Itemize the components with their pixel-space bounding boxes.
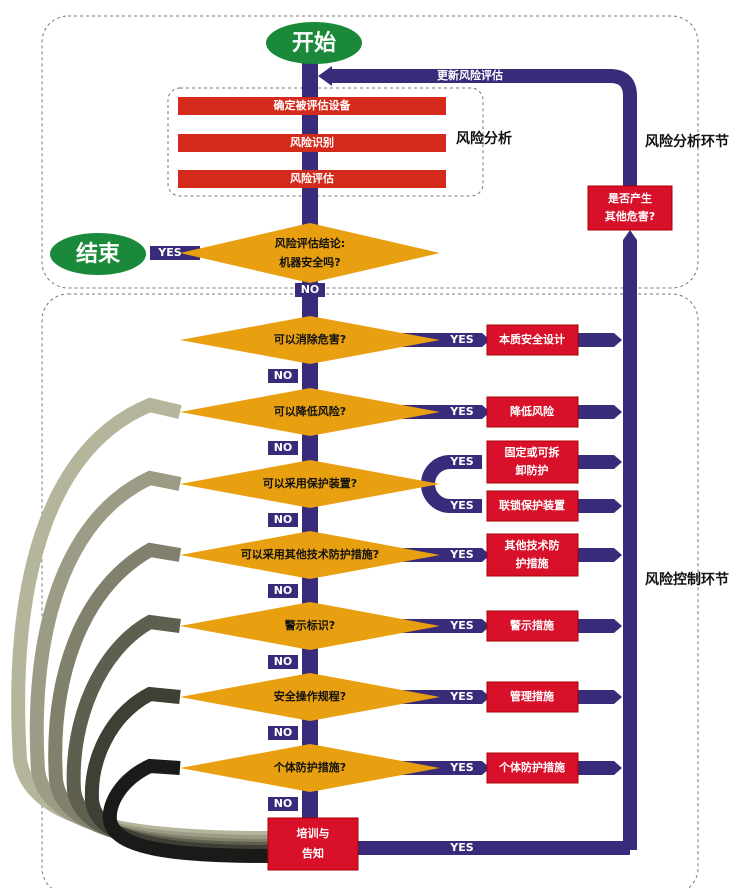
action-box: 联锁保护装置: [486, 490, 622, 522]
decision-label: 可以消除危害?: [274, 332, 346, 346]
svg-text:机器安全吗?: 机器安全吗?: [279, 255, 340, 269]
other-hazard-box: [587, 185, 673, 231]
action-box: 个体防护措施: [486, 752, 622, 784]
start-label: 开始: [292, 30, 336, 56]
end-terminal: [50, 233, 146, 275]
svg-text:管理措施: 管理措施: [510, 689, 554, 703]
decision-diamond: [180, 602, 440, 650]
yes-label: YES: [449, 405, 473, 418]
decision-row: YES 警示标识? NO: [180, 602, 490, 669]
decision-diamond: [180, 673, 440, 721]
training-return-line: [358, 841, 630, 855]
svg-text:确定被评估设备: 确定被评估设备: [274, 98, 352, 112]
action-box: 警示措施: [486, 610, 622, 642]
yes-label: YES: [449, 333, 473, 346]
step-box: [178, 134, 446, 152]
svg-text:护措施: 护措施: [516, 556, 549, 570]
decision-row: YES 个体防护措施? NO: [180, 744, 490, 811]
control-section-frame: [41, 293, 699, 888]
yes-label: YES: [449, 499, 473, 512]
svg-text:个体防护措施: 个体防护措施: [498, 760, 565, 774]
decision-row: YES 可以采用其他技术防护措施? NO: [180, 531, 490, 598]
decision-label: 可以采用保护装置?: [263, 476, 357, 490]
no-label: NO: [274, 655, 293, 668]
no-label: NO: [274, 584, 293, 597]
decision-label: 警示标识?: [284, 618, 335, 632]
action-box: 管理措施: [486, 681, 622, 713]
action-box: 其他技术防护措施: [486, 533, 622, 577]
svg-text:卸防护: 卸防护: [516, 463, 549, 477]
action-box: 降低风险: [486, 396, 622, 428]
no-label: NO: [274, 369, 293, 382]
yes-label: YES: [449, 619, 473, 632]
decision-diamond: [180, 744, 440, 792]
yes-label: YES: [449, 841, 473, 854]
no-label: NO: [274, 797, 293, 810]
decision-diamond: [180, 316, 440, 364]
decision-row: YES YES 可以采用保护装置? NO: [180, 455, 482, 527]
no-label: NO: [274, 726, 293, 739]
decision-label: 可以降低风险?: [274, 404, 346, 418]
analysis-group-frame: [167, 87, 484, 197]
svg-text:降低风险: 降低风险: [510, 404, 555, 418]
start-terminal: [266, 22, 362, 64]
training-box: [267, 817, 359, 871]
svg-text:固定或可拆: 固定或可拆: [505, 445, 560, 459]
svg-text:其他危害?: 其他危害?: [605, 209, 655, 223]
decision-row: YES 可以消除危害? NO: [180, 316, 490, 383]
return-line: [623, 240, 637, 850]
analysis-steps: 确定被评估设备 风险识别 风险评估: [178, 97, 446, 188]
decision-label: 安全操作规程?: [274, 689, 346, 703]
svg-text:风险评估结论:: 风险评估结论:: [275, 236, 345, 250]
svg-text:警示措施: 警示措施: [509, 618, 554, 632]
svg-text:本质安全设计: 本质安全设计: [499, 332, 565, 346]
action-box: 本质安全设计: [486, 324, 622, 356]
yes-label: YES: [449, 548, 473, 561]
no-label: NO: [274, 513, 293, 526]
svg-text:联锁保护装置: 联锁保护装置: [499, 498, 565, 512]
analysis-section-frame: [41, 15, 699, 289]
analysis-label: 风险分析: [456, 130, 512, 147]
update-loop-line: [330, 69, 637, 190]
svg-text:YES: YES: [157, 246, 181, 259]
decision-row: YES 安全操作规程? NO: [180, 673, 490, 740]
step-box: [178, 170, 446, 188]
yes-label: YES: [449, 761, 473, 774]
control-section-label: 风险控制环节: [645, 571, 729, 588]
svg-text:培训与: 培训与: [297, 826, 330, 840]
decision-diamond: [180, 460, 440, 508]
decision-diamond: [180, 388, 440, 436]
conclusion-decision: [180, 223, 440, 283]
yes-label: YES: [449, 690, 473, 703]
svg-text:告知: 告知: [302, 846, 324, 860]
decision-label: 可以采用其他技术防护措施?: [241, 547, 379, 561]
decision-label: 个体防护措施?: [273, 760, 346, 774]
svg-text:风险评估: 风险评估: [290, 171, 334, 185]
decision-list: YES 可以消除危害? NO YES 可以降低风险? NO YES YES 可以采用保护装置? N…: [180, 316, 622, 811]
no-label: NO: [274, 441, 293, 454]
svg-text:其他技术防: 其他技术防: [505, 538, 560, 552]
end-label: 结束: [76, 241, 121, 267]
analysis-section-label: 风险分析环节: [645, 133, 729, 150]
decision-diamond: [180, 531, 440, 579]
feedback-curves: [11, 397, 269, 863]
svg-text:是否产生: 是否产生: [607, 191, 652, 205]
step-box: [178, 97, 446, 115]
yes-label: YES: [449, 455, 473, 468]
svg-text:风险识别: 风险识别: [290, 135, 334, 149]
decision-row: YES 可以降低风险? NO: [180, 388, 490, 455]
update-label: 更新风险评估: [437, 68, 503, 82]
svg-text:NO: NO: [301, 283, 320, 296]
